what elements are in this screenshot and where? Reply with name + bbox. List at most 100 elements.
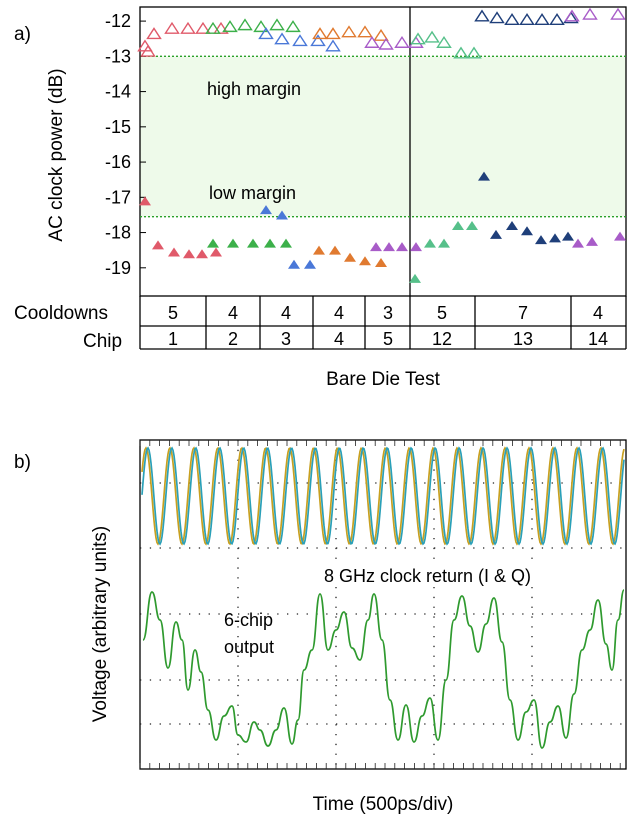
- data-point: [213, 21, 229, 34]
- data-point: [183, 249, 195, 259]
- data-point: [139, 196, 151, 206]
- x-axis-label: Time (500ps/div): [313, 794, 454, 815]
- cooldowns-row-label: Cooldowns: [14, 303, 108, 324]
- data-point: [582, 7, 598, 20]
- output-label-line2: output: [224, 637, 274, 657]
- data-point: [260, 205, 272, 215]
- data-point: [424, 238, 436, 248]
- data-point: [383, 242, 395, 252]
- oscilloscope-grid: [139, 440, 626, 769]
- data-point: [535, 235, 547, 245]
- data-point: [195, 21, 211, 34]
- x-axis-label: Bare Die Test: [326, 369, 440, 390]
- data-point: [478, 171, 490, 181]
- data-point: [312, 27, 328, 40]
- cooldowns-cell: 4: [334, 303, 344, 323]
- panel-a: a) AC clock power (dB) high margin low m…: [14, 6, 627, 390]
- y-tick-label: -13: [105, 46, 131, 66]
- data-point: [274, 32, 290, 45]
- data-point: [610, 7, 626, 20]
- data-point: [506, 221, 518, 231]
- data-markers: [137, 7, 626, 283]
- chip-cell: 2: [228, 329, 238, 349]
- data-point: [410, 32, 426, 45]
- panel-b-plot-frame: [139, 439, 627, 770]
- y-axis-label: AC clock power (dB): [46, 68, 67, 241]
- data-point: [534, 13, 550, 26]
- data-point: [453, 46, 469, 59]
- data-point: [258, 27, 274, 40]
- data-point: [504, 13, 520, 26]
- data-point: [196, 249, 208, 259]
- data-point: [247, 238, 259, 248]
- data-point: [519, 13, 535, 26]
- margin-band: [140, 56, 626, 217]
- data-point: [586, 236, 598, 246]
- data-point: [313, 245, 325, 255]
- data-point: [572, 238, 584, 248]
- data-point: [614, 231, 626, 241]
- cooldowns-cell: 5: [168, 303, 178, 323]
- data-point: [474, 9, 490, 22]
- chip-cell: 4: [334, 329, 344, 349]
- data-point: [237, 18, 253, 31]
- data-point: [364, 35, 380, 48]
- data-point: [288, 259, 300, 269]
- data-point: [269, 18, 285, 31]
- clock-label-background: [318, 562, 620, 586]
- panel-b: b) Voltage (arbitrary units) 8 GHz clock…: [14, 439, 627, 815]
- data-point: [424, 30, 440, 43]
- y-tick-label: -16: [105, 152, 131, 172]
- output-label-line1: 6-chip: [224, 610, 273, 630]
- cooldowns-cell: 4: [593, 303, 603, 323]
- data-point: [344, 252, 356, 262]
- data-point: [140, 44, 156, 57]
- data-point: [452, 221, 464, 231]
- clock-i-trace: [141, 446, 625, 546]
- data-point: [329, 245, 341, 255]
- y-tick-label: -18: [105, 223, 131, 243]
- data-point: [210, 247, 222, 257]
- data-point: [292, 34, 308, 47]
- data-point: [521, 226, 533, 236]
- cooldowns-cell: 3: [383, 303, 393, 323]
- chip-cell: 5: [383, 329, 393, 349]
- data-point: [409, 273, 421, 283]
- data-point: [264, 238, 276, 248]
- data-point: [370, 242, 382, 252]
- data-point: [164, 21, 180, 34]
- cooldowns-cell: 4: [281, 303, 291, 323]
- y-axis-label: Voltage (arbitrary units): [90, 526, 111, 722]
- data-point: [168, 247, 180, 257]
- data-point: [304, 259, 316, 269]
- chip-cell: 14: [588, 329, 608, 349]
- chip-cell: 1: [168, 329, 178, 349]
- y-tick-label: -12: [105, 11, 131, 31]
- data-point: [280, 238, 292, 248]
- six-chip-output-trace: [142, 589, 625, 749]
- data-point: [549, 233, 561, 243]
- panel-a-plot-frame: [139, 6, 627, 297]
- y-tick-label: -17: [105, 187, 131, 207]
- data-point: [438, 238, 450, 248]
- cooldowns-cell: 5: [437, 303, 447, 323]
- chip-row-label: Chip: [83, 331, 122, 352]
- data-point: [227, 238, 239, 248]
- data-point: [564, 9, 580, 22]
- data-point: [207, 238, 219, 248]
- data-point: [466, 221, 478, 231]
- clock-return-label: 8 GHz clock return (I & Q): [324, 566, 531, 586]
- data-point: [359, 256, 371, 266]
- data-point: [466, 46, 482, 59]
- data-point: [180, 21, 196, 34]
- data-point: [325, 27, 341, 40]
- data-point: [253, 20, 269, 33]
- data-point: [490, 229, 502, 239]
- data-point: [436, 35, 452, 48]
- y-tick-label: -19: [105, 258, 131, 278]
- data-point: [357, 25, 373, 38]
- y-tick-label: -15: [105, 117, 131, 137]
- chip-cell: 12: [432, 329, 452, 349]
- y-tick-label: -14: [105, 82, 131, 102]
- data-point: [310, 34, 326, 47]
